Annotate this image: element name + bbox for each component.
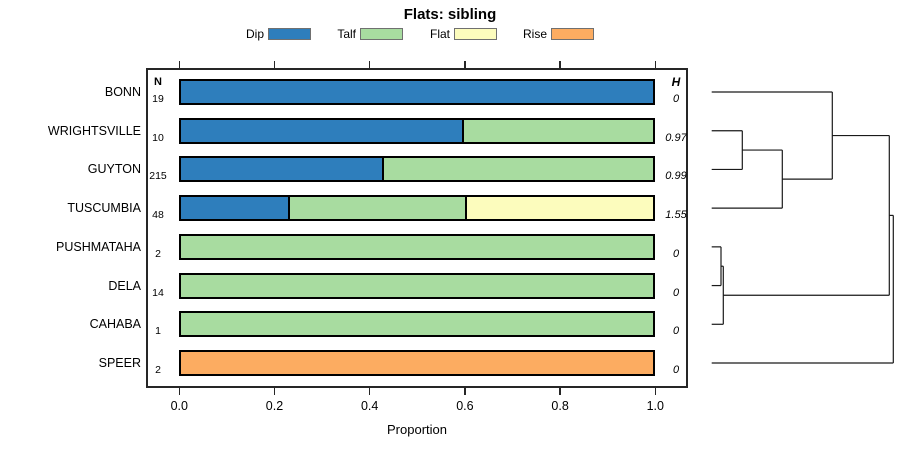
bar-row (179, 79, 656, 105)
n-value: 10 (152, 131, 164, 144)
bar-row (179, 272, 656, 299)
h-value: 0 (672, 93, 680, 105)
h-value: 0 (672, 247, 680, 260)
y-axis-label: SPEER (98, 355, 141, 370)
bar-segment-talf (181, 274, 654, 297)
bar-segment-talf (289, 197, 467, 220)
x-axis-tick-bottom (464, 388, 466, 395)
n-value: 2 (155, 363, 161, 376)
bar-segment-talf (181, 313, 654, 336)
h-value: 1.55 (665, 209, 687, 222)
y-axis-label: BONN (104, 85, 141, 99)
legend-swatch (360, 28, 403, 40)
legend-item: Flat (394, 26, 497, 42)
legend-item: Dip (208, 26, 311, 42)
x-axis-tick-bottom (178, 388, 181, 395)
y-axis-label: TUSCUMBIA (67, 201, 141, 216)
legend-item: Talf (300, 26, 403, 42)
x-axis-tick-top (654, 61, 657, 68)
y-axis-label: GUYTON (87, 162, 141, 177)
n-value: 19 (152, 93, 164, 105)
bar-row (179, 233, 656, 260)
y-axis-label: DELA (108, 278, 141, 293)
bar-segment-talf (384, 158, 654, 181)
n-value: 1 (155, 325, 161, 338)
y-axis-label: PUSHMATAHA (56, 239, 141, 254)
x-axis-tick-label: 0.8 (551, 399, 569, 413)
bar-row (179, 156, 656, 183)
x-axis-title: Proportion (387, 422, 447, 437)
y-axis-label: WRIGHTSVILLE (47, 123, 141, 138)
x-axis-tick-top (273, 61, 276, 68)
h-value: 0 (672, 286, 680, 299)
legend-swatch (551, 28, 594, 40)
n-value: 2 (155, 247, 161, 260)
bar-segment-talf (464, 119, 654, 142)
bar-segment-rise (181, 351, 654, 374)
x-axis-tick-top (559, 61, 561, 68)
h-value: 0.99 (665, 170, 687, 183)
bar-row (179, 195, 656, 222)
n-value: 48 (152, 209, 164, 222)
bar-segment-dip (181, 158, 385, 181)
x-axis-tick-label: 0.6 (456, 399, 474, 413)
legend-item: Rise (491, 26, 594, 42)
plot-panel (146, 68, 688, 388)
h-value: 0 (672, 325, 680, 338)
x-axis-tick-bottom (368, 388, 371, 395)
legend-swatch (268, 28, 311, 40)
bar-segment-flat (466, 197, 654, 220)
n-value: 215 (149, 170, 167, 183)
x-axis-tick-bottom (559, 388, 561, 395)
bar-segment-dip (181, 81, 654, 103)
x-axis-tick-bottom (654, 388, 657, 395)
legend-label: Dip (245, 27, 264, 41)
h-value: 0.97 (665, 131, 687, 144)
legend-swatch (454, 28, 497, 40)
bar-row (179, 311, 656, 338)
h-column-header: H (671, 75, 681, 89)
x-axis-tick-top (178, 61, 181, 68)
x-axis-tick-top (464, 61, 466, 68)
bar-row (179, 117, 656, 144)
n-column-header: N (154, 76, 162, 88)
chart-title: Flats: sibling (403, 6, 497, 23)
x-axis-tick-top (368, 61, 371, 68)
legend-label: Flat (429, 27, 450, 41)
y-axis-label: CAHABA (89, 317, 141, 332)
x-axis-tick-label: 0.4 (360, 399, 379, 413)
x-axis-tick-bottom (273, 388, 276, 395)
x-axis-tick-label: 0.2 (265, 399, 284, 413)
n-value: 14 (152, 286, 164, 299)
h-value: 0 (672, 363, 680, 376)
bar-segment-talf (181, 235, 654, 258)
legend-label: Rise (522, 27, 547, 41)
bar-row (179, 349, 656, 376)
bar-segment-dip (181, 197, 290, 220)
x-axis-tick-label: 1.0 (646, 399, 664, 413)
x-axis-tick-label: 0.0 (170, 399, 188, 413)
bar-segment-dip (181, 119, 465, 142)
legend-label: Talf (337, 27, 356, 41)
